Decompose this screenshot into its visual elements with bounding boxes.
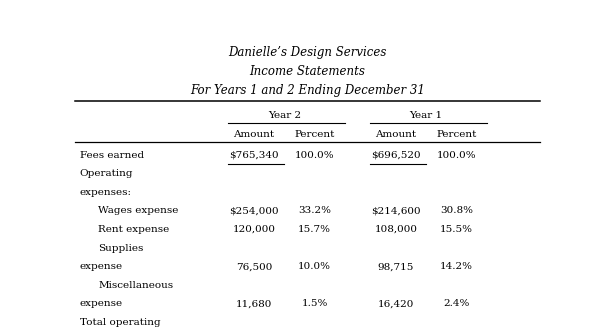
Text: 14.2%: 14.2% [440, 262, 473, 271]
Text: $696,520: $696,520 [371, 151, 421, 160]
Text: expense: expense [80, 262, 123, 271]
Text: 108,000: 108,000 [374, 225, 418, 234]
Text: Rent expense: Rent expense [98, 225, 170, 234]
Text: 33.2%: 33.2% [298, 207, 331, 215]
Text: Fees earned: Fees earned [80, 151, 144, 160]
Text: Supplies: Supplies [98, 244, 143, 253]
Text: Miscellaneous: Miscellaneous [98, 281, 173, 290]
Text: 15.5%: 15.5% [440, 225, 473, 234]
Text: For Years 1 and 2 Ending December 31: For Years 1 and 2 Ending December 31 [190, 84, 425, 97]
Text: 15.7%: 15.7% [298, 225, 331, 234]
Text: 2.4%: 2.4% [443, 300, 469, 308]
Text: Total operating: Total operating [80, 318, 160, 327]
Text: Danielle’s Design Services: Danielle’s Design Services [229, 46, 386, 59]
Text: 100.0%: 100.0% [295, 151, 334, 160]
Text: Amount: Amount [375, 130, 416, 139]
Text: 1.5%: 1.5% [301, 300, 328, 308]
Text: Percent: Percent [436, 130, 476, 139]
Text: Year 2: Year 2 [268, 111, 301, 120]
Text: Percent: Percent [294, 130, 335, 139]
Text: 10.0%: 10.0% [298, 262, 331, 271]
Text: 100.0%: 100.0% [436, 151, 476, 160]
Text: $765,340: $765,340 [229, 151, 279, 160]
Text: Operating: Operating [80, 169, 133, 178]
Text: 76,500: 76,500 [236, 262, 272, 271]
Text: Year 1: Year 1 [410, 111, 443, 120]
Text: expense: expense [80, 300, 123, 308]
Text: 11,680: 11,680 [236, 300, 272, 308]
Text: Income Statements: Income Statements [250, 65, 365, 78]
Text: Amount: Amount [233, 130, 275, 139]
Text: 98,715: 98,715 [377, 262, 414, 271]
Text: 120,000: 120,000 [233, 225, 275, 234]
Text: 30.8%: 30.8% [440, 207, 473, 215]
Text: $254,000: $254,000 [229, 207, 279, 215]
Text: 16,420: 16,420 [377, 300, 414, 308]
Text: Wages expense: Wages expense [98, 207, 179, 215]
Text: $214,600: $214,600 [371, 207, 421, 215]
Text: expenses:: expenses: [80, 188, 131, 197]
